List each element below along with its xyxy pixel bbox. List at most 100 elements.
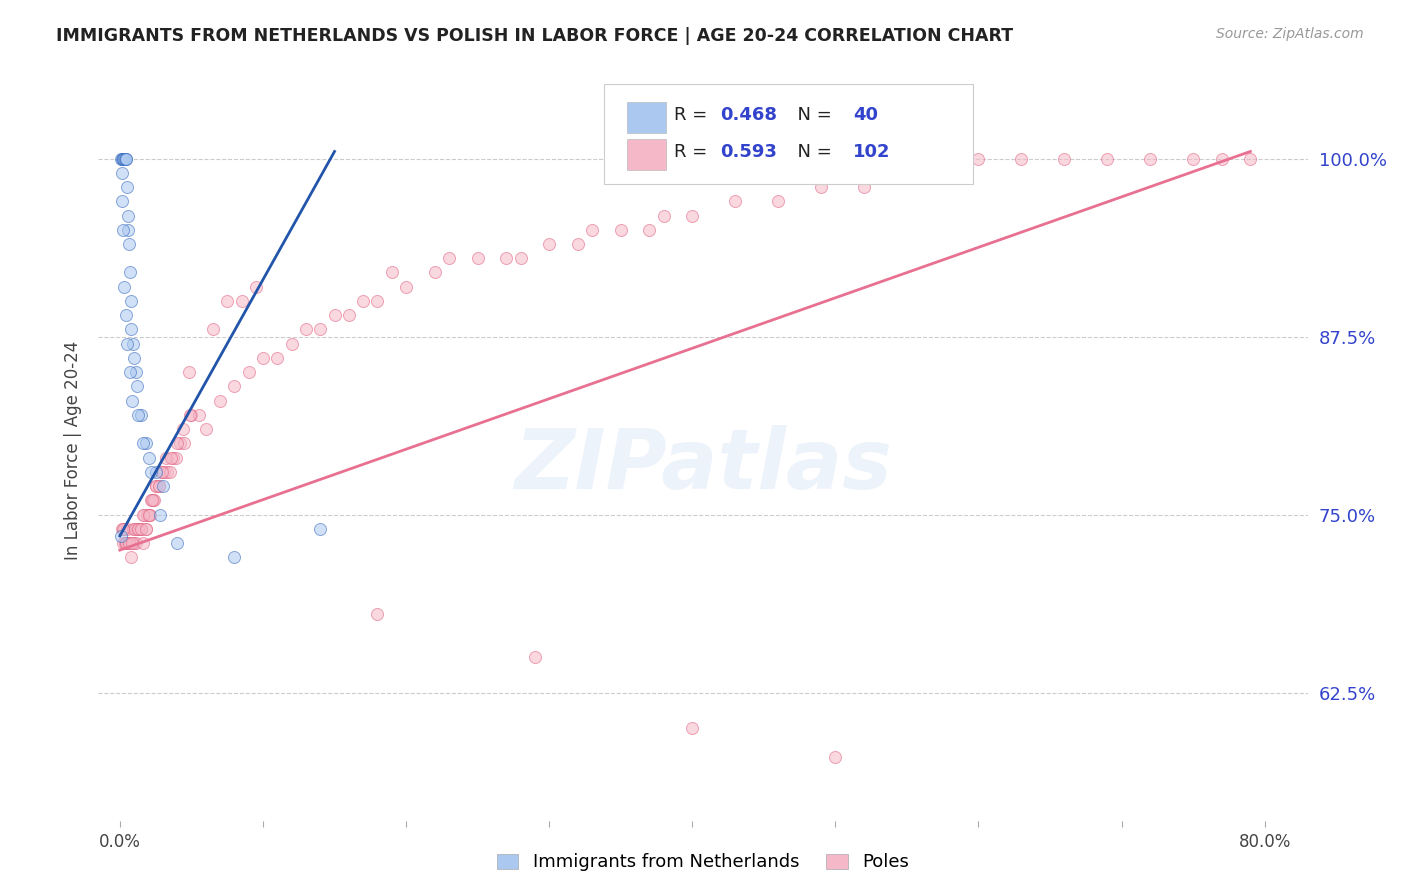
Point (145, 479, 167, 493)
Point (132, 436, 155, 450)
Point (187, 408, 209, 422)
Point (115, 180, 138, 194)
Point (127, 522, 149, 536)
Point (138, 508, 160, 522)
Point (117, 209, 139, 223)
Point (194, 422, 217, 436)
Point (111, 522, 134, 536)
Point (155, 450, 177, 465)
Point (114, 279, 136, 293)
Point (115, 536, 138, 550)
Point (148, 479, 170, 493)
Point (141, 493, 163, 508)
Point (467, 252, 489, 266)
Point (118, 536, 141, 550)
Point (136, 508, 159, 522)
Point (160, 450, 183, 465)
Point (145, 479, 167, 493)
Point (567, 237, 589, 252)
Point (110, 529, 132, 543)
Point (252, 351, 274, 365)
Point (141, 465, 163, 479)
Point (162, 450, 184, 465)
Point (124, 522, 146, 536)
Point (141, 493, 163, 508)
Point (117, 336, 139, 351)
Point (165, 450, 187, 465)
Point (114, 152, 136, 166)
Point (115, 522, 138, 536)
Point (145, 465, 167, 479)
Point (395, 279, 418, 293)
Point (114, 152, 136, 166)
Point (1139, 152, 1161, 166)
Point (139, 508, 162, 522)
Point (852, 180, 875, 194)
Point (132, 508, 155, 522)
Point (1239, 152, 1261, 166)
Point (120, 365, 142, 379)
Point (148, 479, 170, 493)
Point (153, 465, 176, 479)
Point (1097, 152, 1119, 166)
Point (352, 293, 374, 308)
Point (509, 252, 531, 266)
Point (309, 322, 332, 336)
Point (152, 479, 174, 493)
Text: N =: N = (786, 106, 838, 124)
Point (824, 749, 846, 764)
Point (120, 550, 142, 565)
Point (142, 493, 165, 508)
Point (110, 152, 132, 166)
Point (124, 365, 146, 379)
Point (131, 408, 153, 422)
Point (156, 465, 179, 479)
Point (121, 536, 143, 550)
Point (134, 508, 156, 522)
Point (882, 166, 904, 180)
Point (1053, 152, 1076, 166)
Point (117, 536, 139, 550)
Point (112, 522, 135, 536)
Point (111, 536, 134, 550)
Point (118, 265, 141, 279)
Y-axis label: In Labor Force | Age 20-24: In Labor Force | Age 20-24 (65, 341, 83, 560)
Point (381, 265, 404, 279)
Point (280, 336, 302, 351)
Point (295, 322, 318, 336)
Point (112, 152, 135, 166)
Point (117, 223, 139, 237)
Point (924, 166, 946, 180)
Point (129, 522, 152, 536)
Point (135, 522, 157, 536)
Point (132, 536, 155, 550)
Point (437, 252, 460, 266)
Point (323, 308, 346, 322)
Point (149, 508, 172, 522)
Point (224, 550, 246, 565)
Point (231, 293, 253, 308)
Point (180, 408, 202, 422)
Text: 0.468: 0.468 (720, 106, 778, 124)
Point (366, 293, 388, 308)
Point (638, 223, 661, 237)
Legend: Immigrants from Netherlands, Poles: Immigrants from Netherlands, Poles (489, 847, 917, 879)
Point (125, 522, 148, 536)
Point (112, 223, 135, 237)
Point (1182, 152, 1205, 166)
Text: 40: 40 (853, 106, 877, 124)
Point (179, 408, 201, 422)
Point (1211, 152, 1233, 166)
Point (169, 436, 191, 450)
Point (122, 536, 145, 550)
Point (166, 536, 188, 550)
Point (724, 194, 747, 209)
Point (138, 450, 160, 465)
Point (523, 649, 546, 664)
Point (581, 223, 603, 237)
Point (1010, 152, 1032, 166)
Point (266, 351, 288, 365)
Point (967, 152, 990, 166)
Point (224, 379, 246, 393)
Point (120, 322, 142, 336)
